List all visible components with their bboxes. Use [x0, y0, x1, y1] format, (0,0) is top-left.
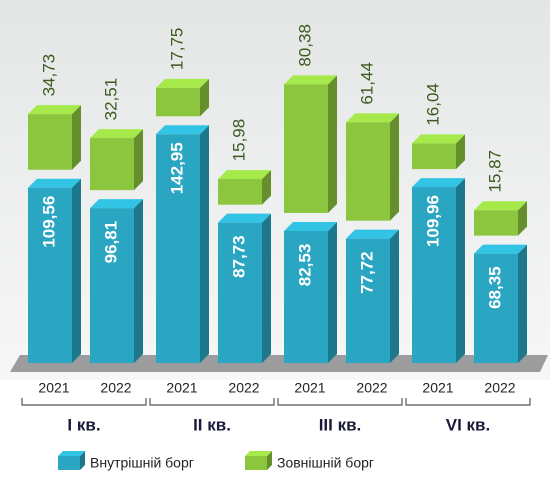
- bar: [28, 187, 72, 363]
- bar-side: [72, 178, 81, 363]
- bar-top: [412, 134, 465, 144]
- bar: [156, 87, 200, 117]
- bar-top: [474, 201, 527, 211]
- bar-side: [72, 105, 81, 170]
- bar-top: [156, 78, 209, 88]
- group-bracket: [21, 398, 147, 406]
- value-label: 109,56: [39, 196, 58, 248]
- bar-side: [200, 125, 209, 363]
- bar: [90, 138, 134, 191]
- background: [0, 0, 550, 380]
- bar: [218, 179, 262, 205]
- bar-top: [218, 213, 271, 223]
- bar-side: [134, 129, 143, 191]
- x-tick-label: 2022: [100, 380, 131, 396]
- bar-side: [518, 201, 527, 236]
- bar-top: [90, 199, 143, 209]
- bar-top: [156, 125, 209, 135]
- value-label: 80,38: [295, 24, 314, 67]
- bar-top: [346, 229, 399, 239]
- bar: [284, 84, 328, 213]
- x-tick-label: 2021: [422, 380, 453, 396]
- x-tick-label: 2022: [228, 380, 259, 396]
- value-label: 109,96: [423, 195, 442, 247]
- bar-side: [328, 221, 337, 363]
- value-label: 34,73: [39, 54, 58, 97]
- value-label: 15,87: [485, 150, 504, 193]
- bar: [412, 187, 456, 363]
- bar-side: [390, 113, 399, 221]
- x-tick-label: 2021: [38, 380, 69, 396]
- bar-side: [390, 229, 399, 363]
- x-tick-label: 2022: [484, 380, 515, 396]
- bar-top: [412, 178, 465, 188]
- bar-side: [518, 244, 527, 363]
- bar-side: [262, 213, 271, 363]
- bar: [156, 134, 200, 363]
- bar-side: [134, 199, 143, 363]
- group-bracket: [149, 398, 275, 406]
- group-bracket: [405, 398, 531, 406]
- x-tick-label: 2022: [356, 380, 387, 396]
- footer-bg: [0, 380, 550, 492]
- bar-side: [200, 78, 209, 117]
- bar: [474, 210, 518, 236]
- bar: [474, 253, 518, 363]
- legend-swatch-top: [58, 451, 85, 456]
- value-label: 82,53: [295, 244, 314, 287]
- bar-side: [456, 178, 465, 363]
- bar: [28, 114, 72, 170]
- value-label: 15,98: [229, 119, 248, 162]
- value-label: 68,35: [485, 266, 504, 309]
- bar-top: [284, 221, 337, 231]
- bar: [346, 122, 390, 221]
- x-tick-label: 2021: [166, 380, 197, 396]
- value-label: 32,51: [101, 78, 120, 121]
- value-label: 77,72: [357, 251, 376, 294]
- legend-label: Внутрішній борг: [90, 455, 194, 471]
- group-label: VI кв.: [446, 415, 490, 434]
- legend-swatch: [58, 456, 80, 470]
- legend-swatch-side: [267, 451, 272, 470]
- group-label: I кв.: [67, 415, 100, 434]
- bar: [284, 230, 328, 363]
- x-tick-label: 2021: [294, 380, 325, 396]
- bar-top: [218, 170, 271, 180]
- value-label: 87,73: [229, 235, 248, 278]
- bar: [90, 208, 134, 363]
- value-label: 61,44: [357, 62, 376, 105]
- bar-top: [28, 105, 81, 115]
- legend-swatch: [245, 456, 267, 470]
- group-label: II кв.: [193, 415, 231, 434]
- legend-swatch-side: [80, 451, 85, 470]
- value-label: 16,04: [423, 83, 442, 126]
- bar-top: [346, 113, 399, 123]
- bar-top: [90, 129, 143, 139]
- bar-top: [474, 244, 527, 254]
- legend-swatch-top: [245, 451, 272, 456]
- bar-side: [328, 75, 337, 213]
- bar-top: [28, 178, 81, 188]
- bar: [346, 238, 390, 363]
- value-label: 17,75: [167, 28, 186, 71]
- bar: [218, 222, 262, 363]
- bar-side: [456, 134, 465, 170]
- value-label: 142,95: [167, 142, 186, 194]
- bar: [412, 143, 456, 170]
- group-bracket: [277, 398, 403, 406]
- value-label: 96,81: [101, 221, 120, 264]
- group-label: III кв.: [319, 415, 362, 434]
- legend-label: Зовнішній борг: [277, 455, 374, 471]
- bar-top: [284, 75, 337, 85]
- bar-side: [262, 170, 271, 205]
